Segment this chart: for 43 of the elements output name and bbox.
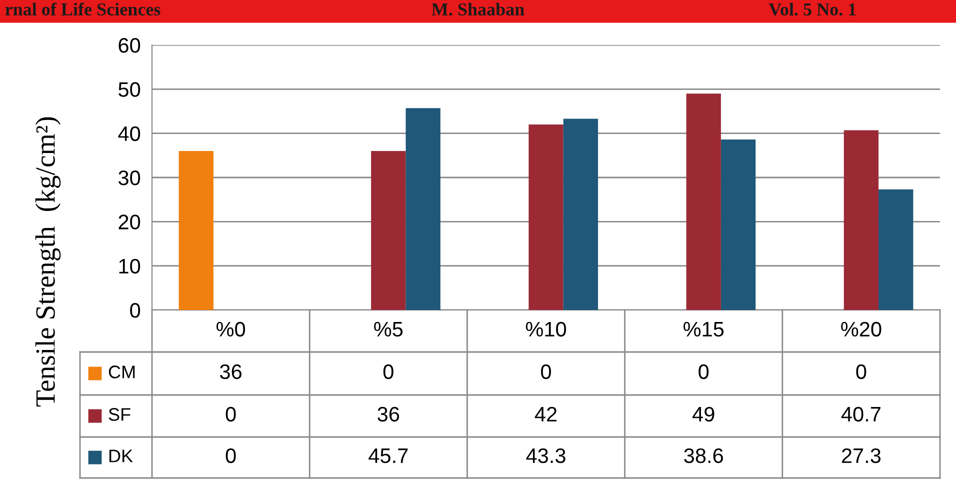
legend-label: SF <box>108 408 130 421</box>
data-label: 40.7 <box>841 406 880 422</box>
x-tick-label: %15 <box>683 322 724 337</box>
legend-label: DK <box>109 450 133 462</box>
y-tick-label: 40 <box>118 126 140 142</box>
y-tick-label: 50 <box>118 82 140 97</box>
bar <box>371 151 406 310</box>
data-label: 0 <box>226 406 236 422</box>
data-label: 0 <box>383 364 394 380</box>
text: Vol. 5 No. 1 <box>768 2 856 16</box>
data-label: 38.6 <box>684 448 723 464</box>
bar <box>528 124 564 310</box>
text: M. Shaaban <box>432 2 524 16</box>
y-tick-label: 60 <box>118 38 140 53</box>
y-tick-label: 0 <box>130 303 140 318</box>
text: rnal of Life Sciences <box>5 2 160 16</box>
bar <box>844 130 879 310</box>
data-label: 36 <box>220 364 242 380</box>
x-tick-label: %5 <box>374 322 403 337</box>
data-label: 27.3 <box>842 448 881 464</box>
bar <box>563 118 598 310</box>
data-label: 0 <box>698 364 709 380</box>
y-axis-title: Tensile Strength (kg/cm²) <box>35 117 61 407</box>
bar <box>686 94 721 310</box>
y-tick-label: 10 <box>119 258 140 274</box>
legend-label: CM <box>108 366 135 378</box>
data-label: 49 <box>692 406 714 422</box>
data-label: 43.3 <box>526 448 566 464</box>
x-tick-label: %10 <box>526 322 566 337</box>
data-label: 0 <box>856 364 866 380</box>
bar <box>878 189 914 310</box>
x-tick-label: %0 <box>216 322 246 337</box>
data-label: 36 <box>378 406 400 422</box>
bar <box>720 140 756 310</box>
y-tick-label: 30 <box>118 170 140 186</box>
data-label: 45.7 <box>368 448 408 464</box>
data-label: 42 <box>534 406 557 422</box>
bar <box>406 108 440 310</box>
bar <box>178 151 214 310</box>
data-label: 0 <box>226 448 236 464</box>
data-label: 0 <box>541 364 551 380</box>
x-tick-label: %20 <box>841 322 882 337</box>
y-tick-label: 20 <box>118 214 140 230</box>
